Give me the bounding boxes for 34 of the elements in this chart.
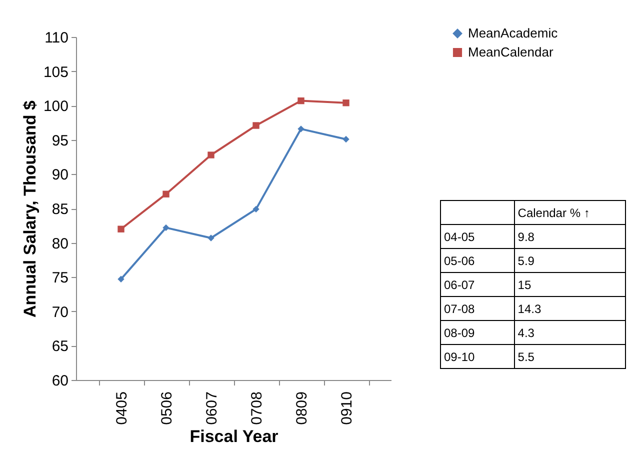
x-tick-label: 0708 bbox=[248, 392, 266, 425]
x-tick-label: 0405 bbox=[114, 392, 130, 425]
y-tick-label: 105 bbox=[43, 64, 68, 81]
y-axis-title: Annual Salary, Thousand $ bbox=[20, 100, 40, 318]
text: 15 bbox=[514, 272, 626, 296]
y-tick-label: 60 bbox=[52, 372, 68, 390]
y-tick-label: 70 bbox=[52, 304, 68, 321]
y-tick-label: 100 bbox=[43, 98, 68, 116]
text: 5.5 bbox=[514, 344, 626, 368]
x-tick-label: 0506 bbox=[158, 392, 176, 425]
x-axis-title: Fiscal Year bbox=[190, 426, 279, 446]
y-tick-label: 80 bbox=[52, 235, 68, 252]
y-tick-label: 95 bbox=[52, 132, 68, 150]
x-tick-label: 0607 bbox=[204, 392, 220, 425]
legend-label: MeanAcademic bbox=[468, 26, 558, 40]
legend-label: MeanCalendar bbox=[468, 44, 554, 60]
text: 07-08 bbox=[440, 296, 514, 320]
y-tick-label: 65 bbox=[52, 338, 68, 356]
text: 4.3 bbox=[514, 320, 626, 344]
y-tick-label: 90 bbox=[52, 166, 68, 184]
text: 04-05 bbox=[440, 224, 514, 248]
text: Calendar % ↑ bbox=[514, 200, 626, 224]
text: 9.8 bbox=[514, 224, 626, 248]
y-tick-label: 110 bbox=[44, 30, 68, 46]
y-tick-label: 85 bbox=[52, 201, 68, 218]
y-tick-label: 75 bbox=[52, 270, 68, 287]
text: 05-06 bbox=[440, 248, 514, 272]
text: 06-07 bbox=[440, 272, 514, 296]
text: 08-09 bbox=[440, 320, 514, 344]
x-tick-label: 0910 bbox=[338, 392, 356, 425]
text: 09-10 bbox=[440, 344, 514, 368]
x-tick-label: 0809 bbox=[294, 392, 310, 425]
text: 5.9 bbox=[514, 248, 626, 272]
text: 14.3 bbox=[514, 296, 626, 320]
